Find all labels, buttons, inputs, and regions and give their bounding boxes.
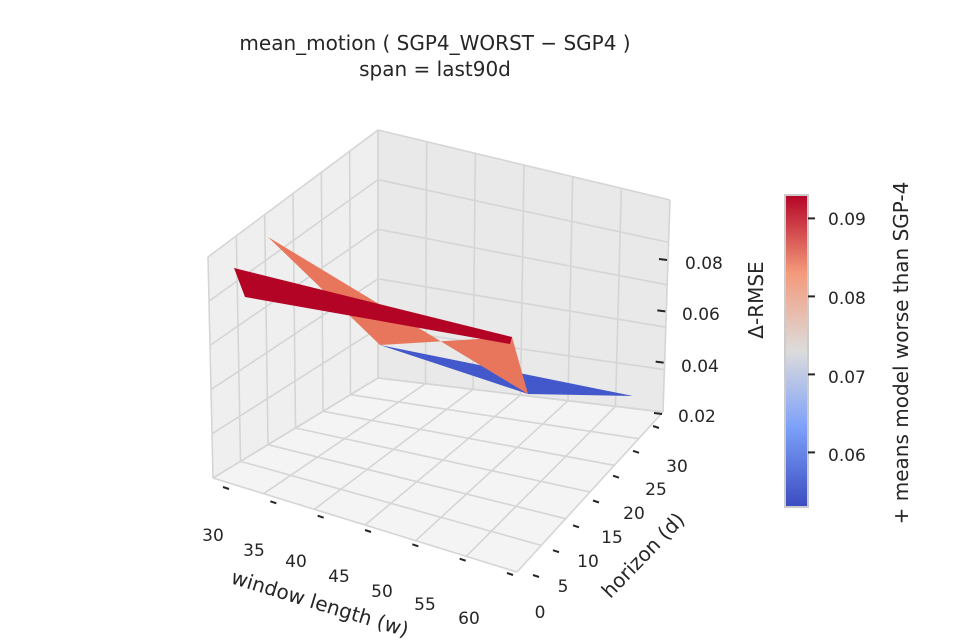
left-horizontal-grid-line <box>212 377 379 479</box>
y-axis-tick <box>572 524 580 529</box>
z-axis-tick <box>658 258 668 261</box>
left-vertical-grid-line <box>263 214 269 445</box>
x-tick-label: 30 <box>202 526 224 546</box>
axes-panes <box>208 130 670 572</box>
floor-y-grid-line <box>295 427 591 493</box>
y-tick-label: 5 <box>558 577 569 597</box>
z-axis-tick <box>655 360 664 364</box>
left-vertical-grid-line <box>292 193 297 429</box>
back-horizontal-grid-line <box>377 178 669 244</box>
x-axis-label: window length (w) <box>228 565 411 640</box>
y-tick-label: 30 <box>666 457 688 477</box>
x-tick-label: 45 <box>328 567 350 587</box>
floor-y-grid-line <box>212 477 518 573</box>
colorbar-gradient <box>784 194 809 508</box>
y-tick-label: 25 <box>645 480 667 500</box>
surface <box>234 237 633 396</box>
y-tick-labels: 0 5 10 15 20 25 30 <box>535 457 688 623</box>
back-horizontal-grid-line <box>377 129 671 201</box>
axis-ticks <box>222 258 668 578</box>
left-vertical-grid-line <box>207 256 214 479</box>
x-axis-tick <box>317 514 324 519</box>
x-tick-label: 40 <box>285 552 307 572</box>
chart-subtitle: span = last90d <box>359 57 511 81</box>
colorbar-tick-label: 0.08 <box>828 289 866 309</box>
left-horizontal-grid-line <box>208 178 379 302</box>
back-horizontal-grid-line <box>377 228 668 286</box>
floor-y-grid-line <box>350 393 639 440</box>
z-axis-label: Δ-RMSE <box>744 261 768 338</box>
y-tick-label: 20 <box>623 504 645 524</box>
left-horizontal-grid-line <box>207 129 379 258</box>
colorbar-tick-label: 0.06 <box>828 446 866 466</box>
colorbar-ticks <box>808 217 815 454</box>
z-tick-label: 0.02 <box>678 407 716 427</box>
colorbar-tick-label: 0.09 <box>828 210 866 230</box>
back-vertical-grid-line <box>567 176 574 401</box>
z-tick-labels: 0.02 0.04 0.06 0.08 <box>678 254 723 427</box>
floor-y-grid-line <box>240 460 542 547</box>
left-vertical-grid-line <box>348 151 352 395</box>
x-axis-tick <box>459 557 466 562</box>
z-tick-label: 0.06 <box>682 305 720 325</box>
y-axis-tick <box>532 574 540 578</box>
x-tick-label: 50 <box>371 582 393 602</box>
x-axis-tick <box>506 572 514 576</box>
x-tick-labels: 30 35 40 45 50 55 60 <box>202 526 480 629</box>
z-axis-tick <box>657 309 666 313</box>
y-axis-tick <box>592 499 600 504</box>
back-vertical-grid-line <box>519 164 525 396</box>
x-axis-tick <box>364 529 372 533</box>
z-tick-label: 0.08 <box>685 254 723 274</box>
x-tick-label: 60 <box>458 609 480 629</box>
floor-pane <box>213 378 663 572</box>
x-axis-tick <box>222 486 230 490</box>
back-vertical-grid-line <box>424 141 428 384</box>
back-vertical-grid-line <box>614 188 623 407</box>
y-tick-label: 10 <box>577 552 599 572</box>
y-tick-label: 0 <box>535 603 546 623</box>
grid-lines <box>207 129 671 573</box>
chart-title: mean_motion ( SGP4_WORST − SGP4 ) <box>239 31 631 55</box>
x-axis-tick <box>412 543 419 548</box>
x-axis-tick <box>270 500 277 505</box>
y-axis-tick <box>632 449 640 454</box>
y-axis-tick <box>652 425 660 429</box>
back-horizontal-grid-line <box>377 377 664 413</box>
z-tick-label: 0.04 <box>681 357 719 377</box>
x-tick-label: 55 <box>414 595 436 615</box>
y-tick-label: 15 <box>601 528 623 548</box>
colorbar-label: + means model worse than SGP-4 <box>889 182 913 525</box>
x-tick-label: 35 <box>243 541 265 561</box>
back-vertical-grid-line <box>662 199 671 413</box>
z-axis-tick <box>653 412 663 415</box>
y-axis-tick <box>612 474 620 479</box>
back-horizontal-grid-line <box>377 278 666 328</box>
colorbar-tick-label: 0.07 <box>828 368 866 388</box>
y-axis-tick <box>552 549 560 554</box>
floor-y-grid-line <box>267 443 566 520</box>
left-horizontal-grid-line <box>211 327 379 435</box>
surface-red-piece <box>234 268 512 344</box>
colorbar: 0.06 0.07 0.08 0.09 + means model worse … <box>784 182 913 525</box>
floor-y-grid-line <box>322 410 615 467</box>
